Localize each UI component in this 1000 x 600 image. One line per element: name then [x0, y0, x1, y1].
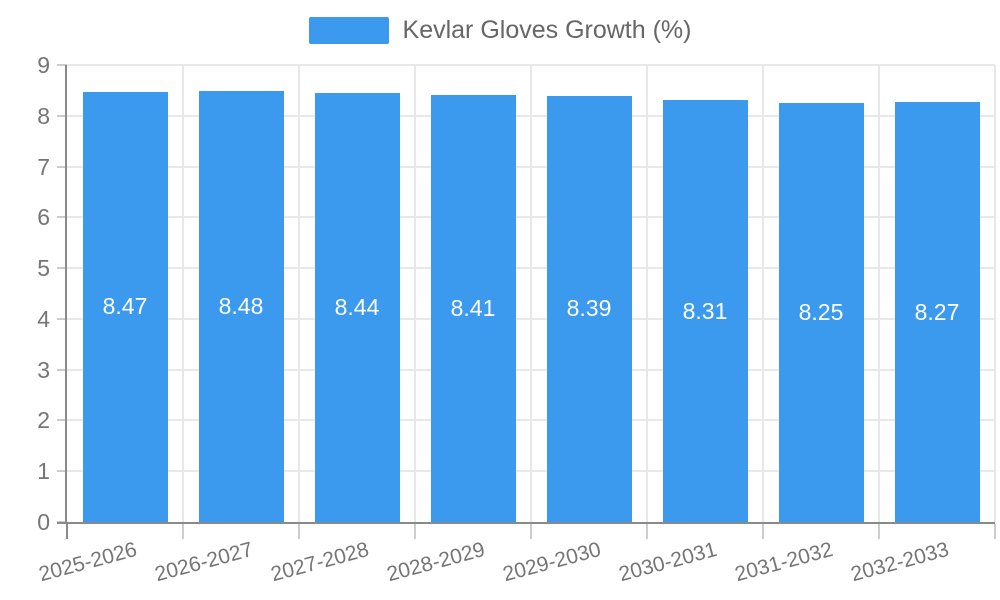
y-tick-label: 5: [37, 255, 50, 282]
bar-value-label: 8.47: [102, 293, 148, 320]
y-tick-label: 2: [37, 407, 50, 434]
y-axis-line: [65, 65, 67, 524]
y-axis-tick: [57, 64, 67, 66]
bar: 8.39: [546, 95, 632, 522]
y-axis-tick: [57, 419, 67, 422]
bar-value-label: 8.25: [798, 299, 844, 326]
x-axis-tick: [762, 524, 764, 539]
x-axis-line: [57, 522, 995, 524]
y-tick-label: 0: [37, 509, 50, 535]
x-axis-tick: [878, 524, 880, 539]
bar: 8.27: [894, 102, 980, 522]
legend-swatch: [308, 17, 389, 44]
bar: 8.25: [778, 103, 864, 522]
y-tick-label: 4: [37, 305, 50, 332]
bar: 8.41: [430, 94, 516, 522]
bar-value-label: 8.41: [450, 294, 496, 321]
bar-value-label: 8.48: [218, 293, 264, 320]
gridline-vertical: [414, 65, 416, 522]
bar-value-label: 8.31: [682, 297, 728, 324]
x-tick-label: 2026-2027: [151, 538, 255, 587]
x-axis-tick: [646, 524, 648, 539]
y-axis-tick: [57, 470, 67, 473]
gridline-vertical: [182, 65, 184, 522]
bar: 8.47: [82, 91, 168, 522]
x-axis-tick: [298, 524, 300, 539]
y-axis-tick: [57, 216, 67, 219]
y-tick-label: 6: [37, 204, 50, 231]
y-tick-label: 7: [37, 153, 50, 180]
bar: 8.31: [662, 100, 748, 522]
gridline-vertical: [646, 65, 648, 522]
x-tick-label: 2032-2033: [847, 538, 951, 587]
bar-value-label: 8.44: [334, 294, 380, 321]
legend-item[interactable]: Kevlar Gloves Growth (%): [0, 16, 1000, 45]
y-axis-tick: [57, 114, 67, 117]
x-tick-label: 2025-2026: [35, 538, 139, 587]
gridline-vertical: [530, 65, 532, 522]
y-axis-tick: [57, 267, 67, 270]
x-tick-label: 2028-2029: [383, 538, 487, 587]
y-tick-label: 1: [37, 458, 50, 485]
gridline-vertical: [994, 65, 996, 522]
x-tick-label: 2031-2032: [731, 538, 835, 587]
legend-label: Kevlar Gloves Growth (%): [402, 16, 692, 44]
y-tick-label: 8: [37, 102, 50, 129]
x-tick-label: 2030-2031: [615, 538, 719, 587]
x-tick-label: 2027-2028: [267, 538, 371, 587]
x-axis-tick: [66, 524, 68, 539]
bar: 8.44: [314, 93, 400, 522]
y-tick-label: 3: [37, 356, 50, 383]
gridline-vertical: [878, 65, 880, 522]
gridline-vertical: [298, 65, 300, 522]
bar-value-label: 8.27: [914, 298, 960, 325]
x-axis-tick: [414, 524, 416, 539]
x-axis-tick: [994, 524, 996, 539]
y-tick-label: 9: [37, 52, 50, 78]
y-axis-tick: [57, 165, 67, 168]
y-axis-tick: [57, 317, 67, 320]
gridline-vertical: [762, 65, 764, 522]
x-axis-tick: [182, 524, 184, 539]
x-tick-label: 2029-2030: [499, 538, 603, 587]
bar: 8.48: [198, 91, 284, 522]
y-axis-tick: [57, 368, 67, 371]
x-axis-tick: [530, 524, 532, 539]
bar-value-label: 8.39: [566, 295, 612, 322]
